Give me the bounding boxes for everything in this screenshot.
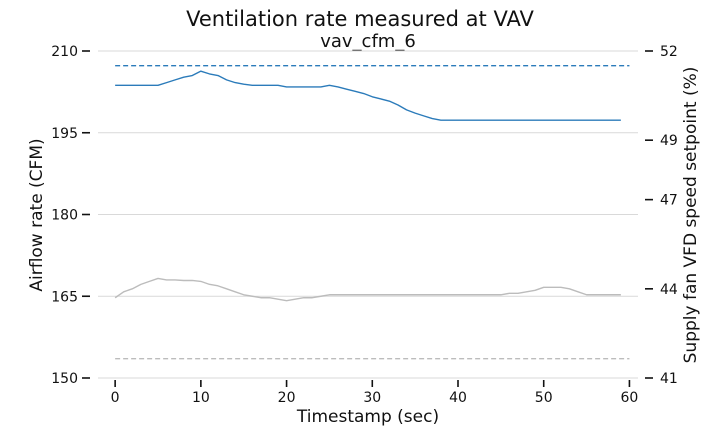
- grid-lines: [98, 50, 638, 379]
- right-y-axis: 41 44 47 49 52: [645, 44, 678, 387]
- series-layer: [114, 65, 630, 360]
- x-tick-label: 40: [449, 390, 467, 406]
- airflow-series-line: [115, 70, 621, 121]
- y-tick-label: 210: [51, 44, 78, 60]
- y-tick-label: 150: [51, 371, 78, 387]
- y2-tick-label: 49: [660, 133, 678, 149]
- x-axis: 0 10 20 30 40 50 60: [111, 380, 639, 406]
- x-tick-label: 30: [363, 390, 381, 406]
- left-y-axis: 150 165 180 195 210: [51, 44, 90, 387]
- y-tick-label: 165: [51, 289, 78, 305]
- fan-speed-series-line: [114, 277, 621, 302]
- x-tick-label: 50: [535, 390, 553, 406]
- y2-tick-label: 47: [660, 193, 678, 209]
- y-tick-label: 180: [51, 208, 78, 224]
- chart-title: Ventilation rate measured at VAV: [186, 7, 534, 31]
- chart-subtitle: vav_cfm_6: [320, 31, 416, 52]
- x-tick-label: 20: [278, 390, 296, 406]
- y-axis-label: Airflow rate (CFM): [27, 138, 47, 291]
- y-tick-label: 195: [51, 126, 78, 142]
- y2-axis-label: Supply fan VFD speed setpoint (%): [681, 67, 701, 364]
- x-tick-label: 0: [111, 390, 120, 406]
- y2-tick-label: 44: [660, 282, 678, 298]
- x-tick-label: 10: [192, 390, 210, 406]
- y2-tick-label: 52: [660, 44, 678, 60]
- x-tick-label: 60: [621, 390, 639, 406]
- x-axis-label: Timestamp (sec): [296, 407, 439, 427]
- y2-tick-label: 41: [660, 371, 678, 387]
